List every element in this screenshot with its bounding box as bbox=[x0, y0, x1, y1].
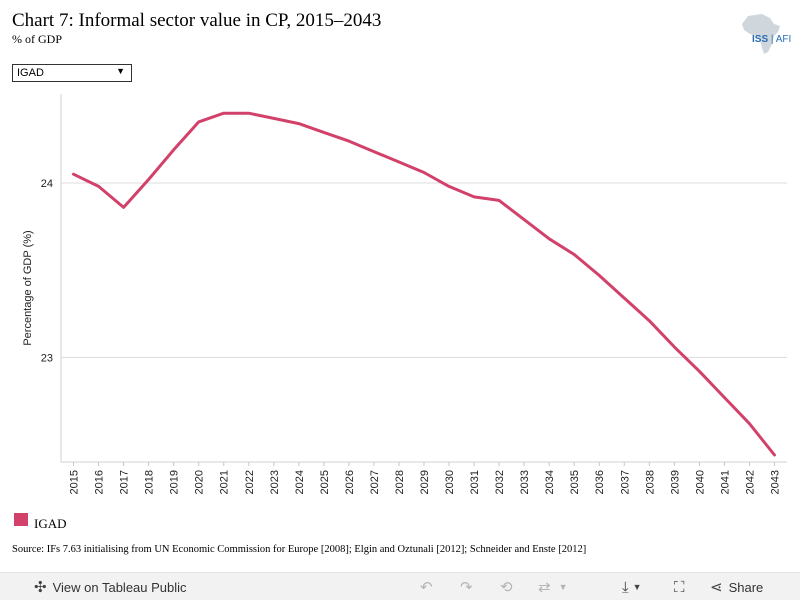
x-tick-label: 2028 bbox=[394, 470, 406, 494]
x-tick-label: 2039 bbox=[669, 470, 681, 494]
x-tick-label: 2030 bbox=[444, 470, 456, 494]
fullscreen-button[interactable]: ⛶ bbox=[674, 573, 685, 601]
x-tick-label: 2038 bbox=[644, 470, 656, 494]
region-filter-value: IGAD bbox=[17, 67, 44, 79]
x-tick-label: 2022 bbox=[244, 470, 256, 494]
line-chart: 23 24 2015 2016 2017 2018 2019 2020 2021 2022 2023… bbox=[22, 94, 787, 494]
dropdown-arrow-icon: ▼ bbox=[116, 66, 125, 76]
x-tick-label: 2024 bbox=[294, 470, 306, 494]
x-tick-label: 2040 bbox=[694, 470, 706, 494]
view-on-tableau-label: View on Tableau Public bbox=[52, 579, 187, 595]
issafi-logo-text: ISS | AFI bbox=[752, 34, 792, 45]
x-tick-label: 2026 bbox=[344, 470, 356, 494]
x-tick-label: 2015 bbox=[69, 470, 81, 494]
axes: 23 24 2015 2016 2017 2018 2019 2020 2021 2022 2023… bbox=[41, 94, 787, 494]
x-tick-label: 2025 bbox=[319, 470, 331, 494]
x-tick-label: 2021 bbox=[219, 470, 231, 494]
revert-icon: ⟲ bbox=[500, 579, 513, 596]
download-button[interactable]: ⤓ ▼ bbox=[622, 573, 642, 601]
series-line-igad bbox=[72, 111, 776, 457]
source-note: Source: IFs 7.63 initialising from UN Ec… bbox=[12, 544, 587, 555]
view-on-tableau-link[interactable]: ✣ View on Tableau Public bbox=[34, 573, 187, 601]
x-tick-label: 2020 bbox=[194, 470, 206, 494]
x-tick-label: 2027 bbox=[369, 470, 381, 494]
x-tick-label: 2031 bbox=[469, 470, 481, 494]
chart-title: Chart 7: Informal sector value in CP, 20… bbox=[12, 10, 382, 31]
refresh-icon: ⇄ bbox=[538, 579, 551, 596]
gridlines bbox=[61, 182, 787, 358]
x-tick-label: 2034 bbox=[544, 470, 556, 494]
y-axis-label: Percentage of GDP (%) bbox=[22, 230, 34, 345]
revert-button[interactable]: ⟲ bbox=[500, 573, 513, 601]
chevron-down-icon: ▼ bbox=[558, 582, 568, 592]
x-tick-label: 2018 bbox=[144, 470, 156, 494]
redo-button[interactable]: ↷ bbox=[460, 573, 473, 601]
redo-icon: ↷ bbox=[460, 579, 473, 596]
x-tick-label: 2037 bbox=[619, 470, 631, 494]
undo-button[interactable]: ↶ bbox=[420, 573, 433, 601]
chart-subtitle: % of GDP bbox=[12, 32, 62, 46]
pause-updates-button[interactable]: ⇄ ▼ bbox=[538, 573, 568, 601]
share-label: Share bbox=[728, 579, 764, 595]
x-tick-label: 2035 bbox=[569, 470, 581, 494]
share-button[interactable]: ⋖ Share bbox=[710, 573, 763, 601]
tableau-toolbar: ✣ View on Tableau Public ↶ ↷ ⟲ ⇄ ▼ ⤓ ▼ ⛶ ⋖… bbox=[0, 572, 800, 600]
legend-label: IGAD bbox=[34, 516, 67, 531]
share-icon: ⋖ bbox=[710, 579, 723, 596]
x-tick-label: 2041 bbox=[719, 470, 731, 494]
series-layer bbox=[72, 111, 776, 457]
x-tick-label: 2019 bbox=[169, 470, 181, 494]
x-tick-label: 2017 bbox=[119, 470, 131, 494]
y-tick-label: 23 bbox=[41, 352, 53, 364]
fullscreen-icon: ⛶ bbox=[674, 578, 685, 596]
download-icon: ⤓ bbox=[622, 578, 629, 596]
legend-swatch bbox=[14, 513, 28, 526]
chevron-down-icon: ▼ bbox=[632, 582, 642, 592]
y-tick-label: 24 bbox=[41, 178, 53, 190]
tableau-logo-icon: ✣ bbox=[34, 579, 47, 596]
undo-icon: ↶ bbox=[420, 579, 433, 596]
x-tick-label: 2043 bbox=[769, 470, 781, 494]
x-tick-label: 2033 bbox=[519, 470, 531, 494]
x-tick-label: 2032 bbox=[494, 470, 506, 494]
x-tick-label: 2036 bbox=[594, 470, 606, 494]
x-tick-label: 2042 bbox=[744, 470, 756, 494]
region-filter-dropdown[interactable]: IGAD ▼ bbox=[12, 64, 132, 82]
africa-map-logo-icon bbox=[742, 14, 780, 54]
x-tick-label: 2023 bbox=[269, 470, 281, 494]
x-tick-label: 2029 bbox=[419, 470, 431, 494]
x-tick-label: 2016 bbox=[94, 470, 106, 494]
